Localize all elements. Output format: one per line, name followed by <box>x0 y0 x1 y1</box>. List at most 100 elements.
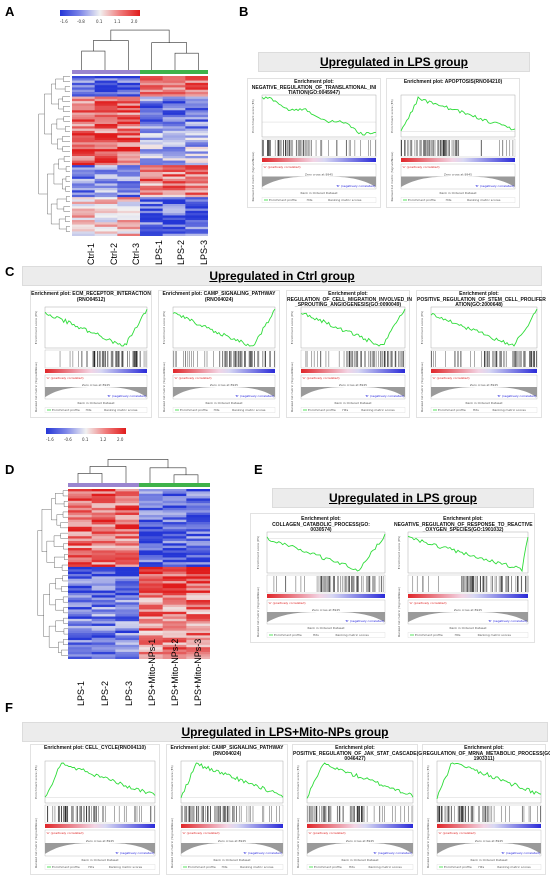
heatmap-cell <box>68 536 92 539</box>
heatmap-cell <box>162 108 186 111</box>
heatmap-cell <box>186 557 210 561</box>
hits-frame <box>430 349 538 369</box>
heatmap-cell <box>162 124 186 127</box>
legend-metric: Ranking metric scores <box>335 633 369 637</box>
heatmap-cell <box>185 153 208 157</box>
heatmap-cell <box>72 126 95 129</box>
heatmap-cell <box>91 630 116 634</box>
heatmap-cell <box>115 569 140 572</box>
y-axis-label: Enrichment score (ES) <box>170 765 174 798</box>
heatmap-cell <box>162 167 186 171</box>
heatmap-cell <box>140 213 163 216</box>
heatmap-cell <box>115 503 140 506</box>
heatmap-cell <box>162 96 186 100</box>
dendrogram-branch <box>62 136 70 142</box>
heatmap-cell <box>186 496 210 499</box>
heatmap-cell <box>72 121 95 125</box>
heatmap-cell <box>68 496 92 499</box>
heatmap-cell <box>68 585 92 589</box>
dendrogram-branch <box>65 176 70 182</box>
heatmap-cell <box>94 178 118 182</box>
heatmap-cell <box>94 78 118 81</box>
negative-label: 'B' (negatively correlated) <box>345 619 384 623</box>
dendrogram-branch <box>61 649 68 656</box>
heatmap-cell <box>91 529 116 532</box>
heatmap-cell <box>140 92 163 95</box>
heatmap-cell <box>139 595 163 598</box>
heatmap-cell <box>186 576 210 580</box>
heatmap-cell <box>162 557 187 561</box>
heatmap-cell <box>140 185 163 189</box>
heatmap-cell <box>94 229 118 232</box>
heatmap-cell <box>186 564 210 568</box>
heatmap-cell <box>115 625 140 629</box>
heatmap-cell <box>186 635 210 639</box>
heatmap-cell <box>162 224 186 228</box>
heatmap-cell <box>139 625 163 629</box>
heatmap-cell <box>117 151 141 155</box>
heatmap-cell <box>139 531 163 535</box>
heatmap-cell <box>94 204 118 207</box>
legend-box <box>400 197 516 203</box>
heatmap-cell <box>162 559 187 563</box>
heatmap-cell <box>186 604 210 608</box>
heatmap-cell <box>117 181 141 184</box>
dendrogram-branch <box>58 98 64 110</box>
heatmap-cell <box>115 635 140 639</box>
dendrogram-branch <box>63 206 70 212</box>
heatmap-cell <box>162 510 187 513</box>
es-axes <box>44 760 156 804</box>
legend-box <box>266 632 386 638</box>
dendrogram-branch <box>55 78 66 90</box>
heatmap-cell <box>139 562 163 565</box>
enrichment-curve <box>436 762 542 800</box>
heatmap-cell <box>162 215 186 219</box>
heatmap-cell <box>140 194 163 198</box>
heatmap-cell <box>139 552 163 556</box>
dendrogram-branch <box>63 116 70 122</box>
negative-label: 'B' (negatively correlated) <box>336 184 375 188</box>
dendrogram-branch <box>56 514 64 526</box>
dendrogram-branch <box>56 198 67 210</box>
panel-letter-e: E <box>254 462 263 477</box>
heatmap-cell <box>91 642 116 646</box>
heatmap-cell <box>72 92 95 95</box>
heatmap-cell <box>94 215 118 219</box>
heatmap-cell <box>185 94 208 97</box>
heatmap-cell <box>139 597 163 601</box>
scale-tick: 1.1 <box>114 19 121 24</box>
heatmap-cell <box>94 98 118 102</box>
heatmap-cell <box>186 616 210 620</box>
heatmap-cell <box>140 137 163 141</box>
hits-frame <box>407 574 529 594</box>
heatmap-cell <box>91 633 116 636</box>
heatmap-cell <box>139 564 163 568</box>
legend-metric: Ranking metric scores <box>328 198 362 202</box>
zero-cross-label: Zero cross at 8945 <box>470 383 498 387</box>
heatmap-cell <box>139 576 163 580</box>
heatmap-cell <box>162 503 187 506</box>
heatmap-cell <box>68 545 92 549</box>
heatmap-cell <box>162 651 187 655</box>
dendrogram-branch <box>63 617 68 624</box>
heatmap-cell <box>162 578 187 582</box>
heatmap-cell <box>115 512 140 516</box>
heatmap-cell <box>91 578 116 582</box>
heatmap-cell <box>68 555 92 558</box>
heatmap-cell <box>91 531 116 535</box>
heatmap-cell <box>68 510 92 513</box>
heatmap-cell <box>162 101 186 104</box>
heatmap-cell <box>185 167 208 171</box>
heatmap-cell <box>140 208 163 212</box>
rank-color-bar <box>45 369 147 373</box>
heatmap-cell <box>94 124 118 127</box>
heatmap-cell <box>162 552 187 556</box>
sample-label: LPS-1 <box>154 239 164 265</box>
heatmap-cell <box>68 583 92 587</box>
heatmap-cell <box>162 146 186 150</box>
heatmap-cell <box>117 78 141 81</box>
heatmap-cell <box>94 105 118 109</box>
heatmap-cell <box>68 566 92 570</box>
legend-es: Enrichment profile <box>314 865 342 869</box>
dendrogram-branch <box>55 493 65 505</box>
